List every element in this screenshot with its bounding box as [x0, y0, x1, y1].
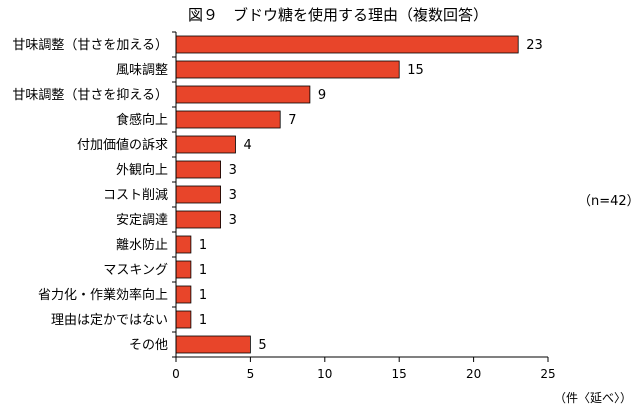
x-tick-label-15: 15 — [392, 367, 407, 381]
x-tick-label-20: 20 — [466, 367, 481, 381]
x-tick-label-25: 25 — [540, 367, 555, 381]
sample-size-note: （n=42） — [578, 194, 640, 209]
bar-10 — [175, 260, 192, 279]
bar-12 — [175, 310, 192, 329]
value-label-1: 23 — [526, 38, 543, 53]
value-label-5: 4 — [244, 138, 252, 153]
value-label-7: 3 — [229, 188, 237, 203]
value-label-4: 7 — [288, 113, 296, 128]
bar-11 — [175, 285, 192, 304]
x-tick-label-10: 10 — [317, 367, 332, 381]
category-label-13: その他 — [129, 338, 168, 353]
x-axis: 0 5 10 15 20 25 — [172, 31, 556, 381]
x-axis-unit: （件〈延べ〉） — [554, 391, 632, 405]
value-label-2: 15 — [407, 63, 424, 78]
chart-title: 図９ ブドウ糖を使用する理由（複数回答） — [188, 6, 488, 24]
category-label-5: 付加価値の訴求 — [77, 137, 168, 153]
value-label-3: 9 — [318, 88, 326, 103]
category-label-8: 安定調達 — [116, 213, 168, 228]
value-label-10: 1 — [199, 263, 207, 278]
bar-8 — [175, 210, 221, 229]
category-label-9: 離水防止 — [116, 237, 168, 253]
value-label-8: 3 — [229, 213, 237, 228]
category-label-3: 甘味調整（甘さを抑える） — [12, 88, 168, 103]
value-label-11: 1 — [199, 288, 207, 303]
category-label-2: 風味調整 — [116, 63, 168, 78]
value-label-13: 5 — [258, 338, 266, 353]
bars-layer — [175, 35, 519, 354]
bar-5 — [175, 135, 236, 154]
value-label-12: 1 — [199, 313, 207, 328]
category-label-12: 理由は定かではない — [51, 313, 168, 328]
category-label-1: 甘味調整（甘さを加える） — [12, 38, 168, 53]
category-label-7: コスト削減 — [103, 187, 168, 203]
bar-2 — [175, 60, 400, 79]
x-tick-label-0: 0 — [172, 367, 180, 381]
value-label-6: 3 — [229, 163, 237, 178]
bar-13 — [175, 335, 251, 354]
bar-6 — [175, 160, 221, 179]
bar-7 — [175, 185, 221, 204]
bar-9 — [175, 235, 192, 254]
value-label-9: 1 — [199, 238, 207, 253]
bar-4 — [175, 110, 281, 129]
bar-3 — [175, 85, 311, 104]
x-tick-label-5: 5 — [247, 367, 255, 381]
category-label-10: マスキング — [103, 263, 168, 278]
category-label-6: 外観向上 — [116, 162, 168, 178]
category-label-11: 省力化・作業効率向上 — [38, 287, 168, 303]
category-label-4: 食感向上 — [116, 112, 168, 128]
bar-1 — [175, 35, 519, 54]
